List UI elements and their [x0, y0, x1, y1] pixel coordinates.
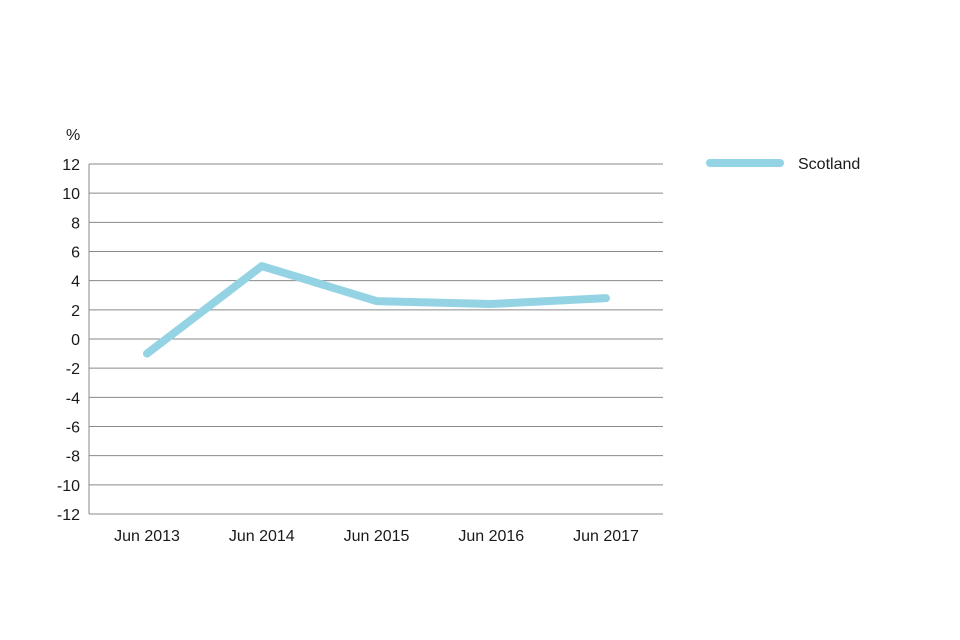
- y-axis-tick-labels: 12 10 8 6 4 2 0 -2 -4 -6 -8 -10 -12: [57, 157, 80, 524]
- legend: Scotland: [706, 156, 860, 173]
- y-tick-label: -4: [66, 390, 80, 407]
- x-tick-label: Jun 2014: [229, 528, 295, 545]
- y-tick-label: -8: [66, 449, 80, 466]
- x-tick-label: Jun 2015: [344, 528, 410, 545]
- x-tick-label: Jun 2017: [573, 528, 639, 545]
- gridlines: [88, 163, 663, 515]
- y-tick-label: -10: [57, 478, 80, 495]
- x-axis-tick-labels: Jun 2013 Jun 2014 Jun 2015 Jun 2016 Jun 2017: [114, 528, 639, 545]
- y-tick-label: 6: [71, 245, 80, 262]
- y-tick-label: 8: [71, 215, 80, 232]
- x-tick-label: Jun 2013: [114, 528, 180, 545]
- y-tick-label: 2: [71, 303, 80, 320]
- series-line-scotland: [143, 262, 610, 358]
- y-axis-unit-label: %: [66, 127, 80, 144]
- y-tick-label: 12: [62, 157, 80, 174]
- x-tick-label: Jun 2016: [458, 528, 524, 545]
- series-lines: [143, 262, 610, 358]
- y-tick-label: 4: [71, 274, 80, 291]
- y-tick-label: -2: [66, 361, 80, 378]
- y-tick-label: 10: [62, 186, 80, 203]
- y-tick-label: -6: [66, 420, 80, 437]
- y-tick-label: 0: [71, 332, 80, 349]
- y-tick-label: -12: [57, 507, 80, 524]
- legend-label: Scotland: [798, 156, 860, 173]
